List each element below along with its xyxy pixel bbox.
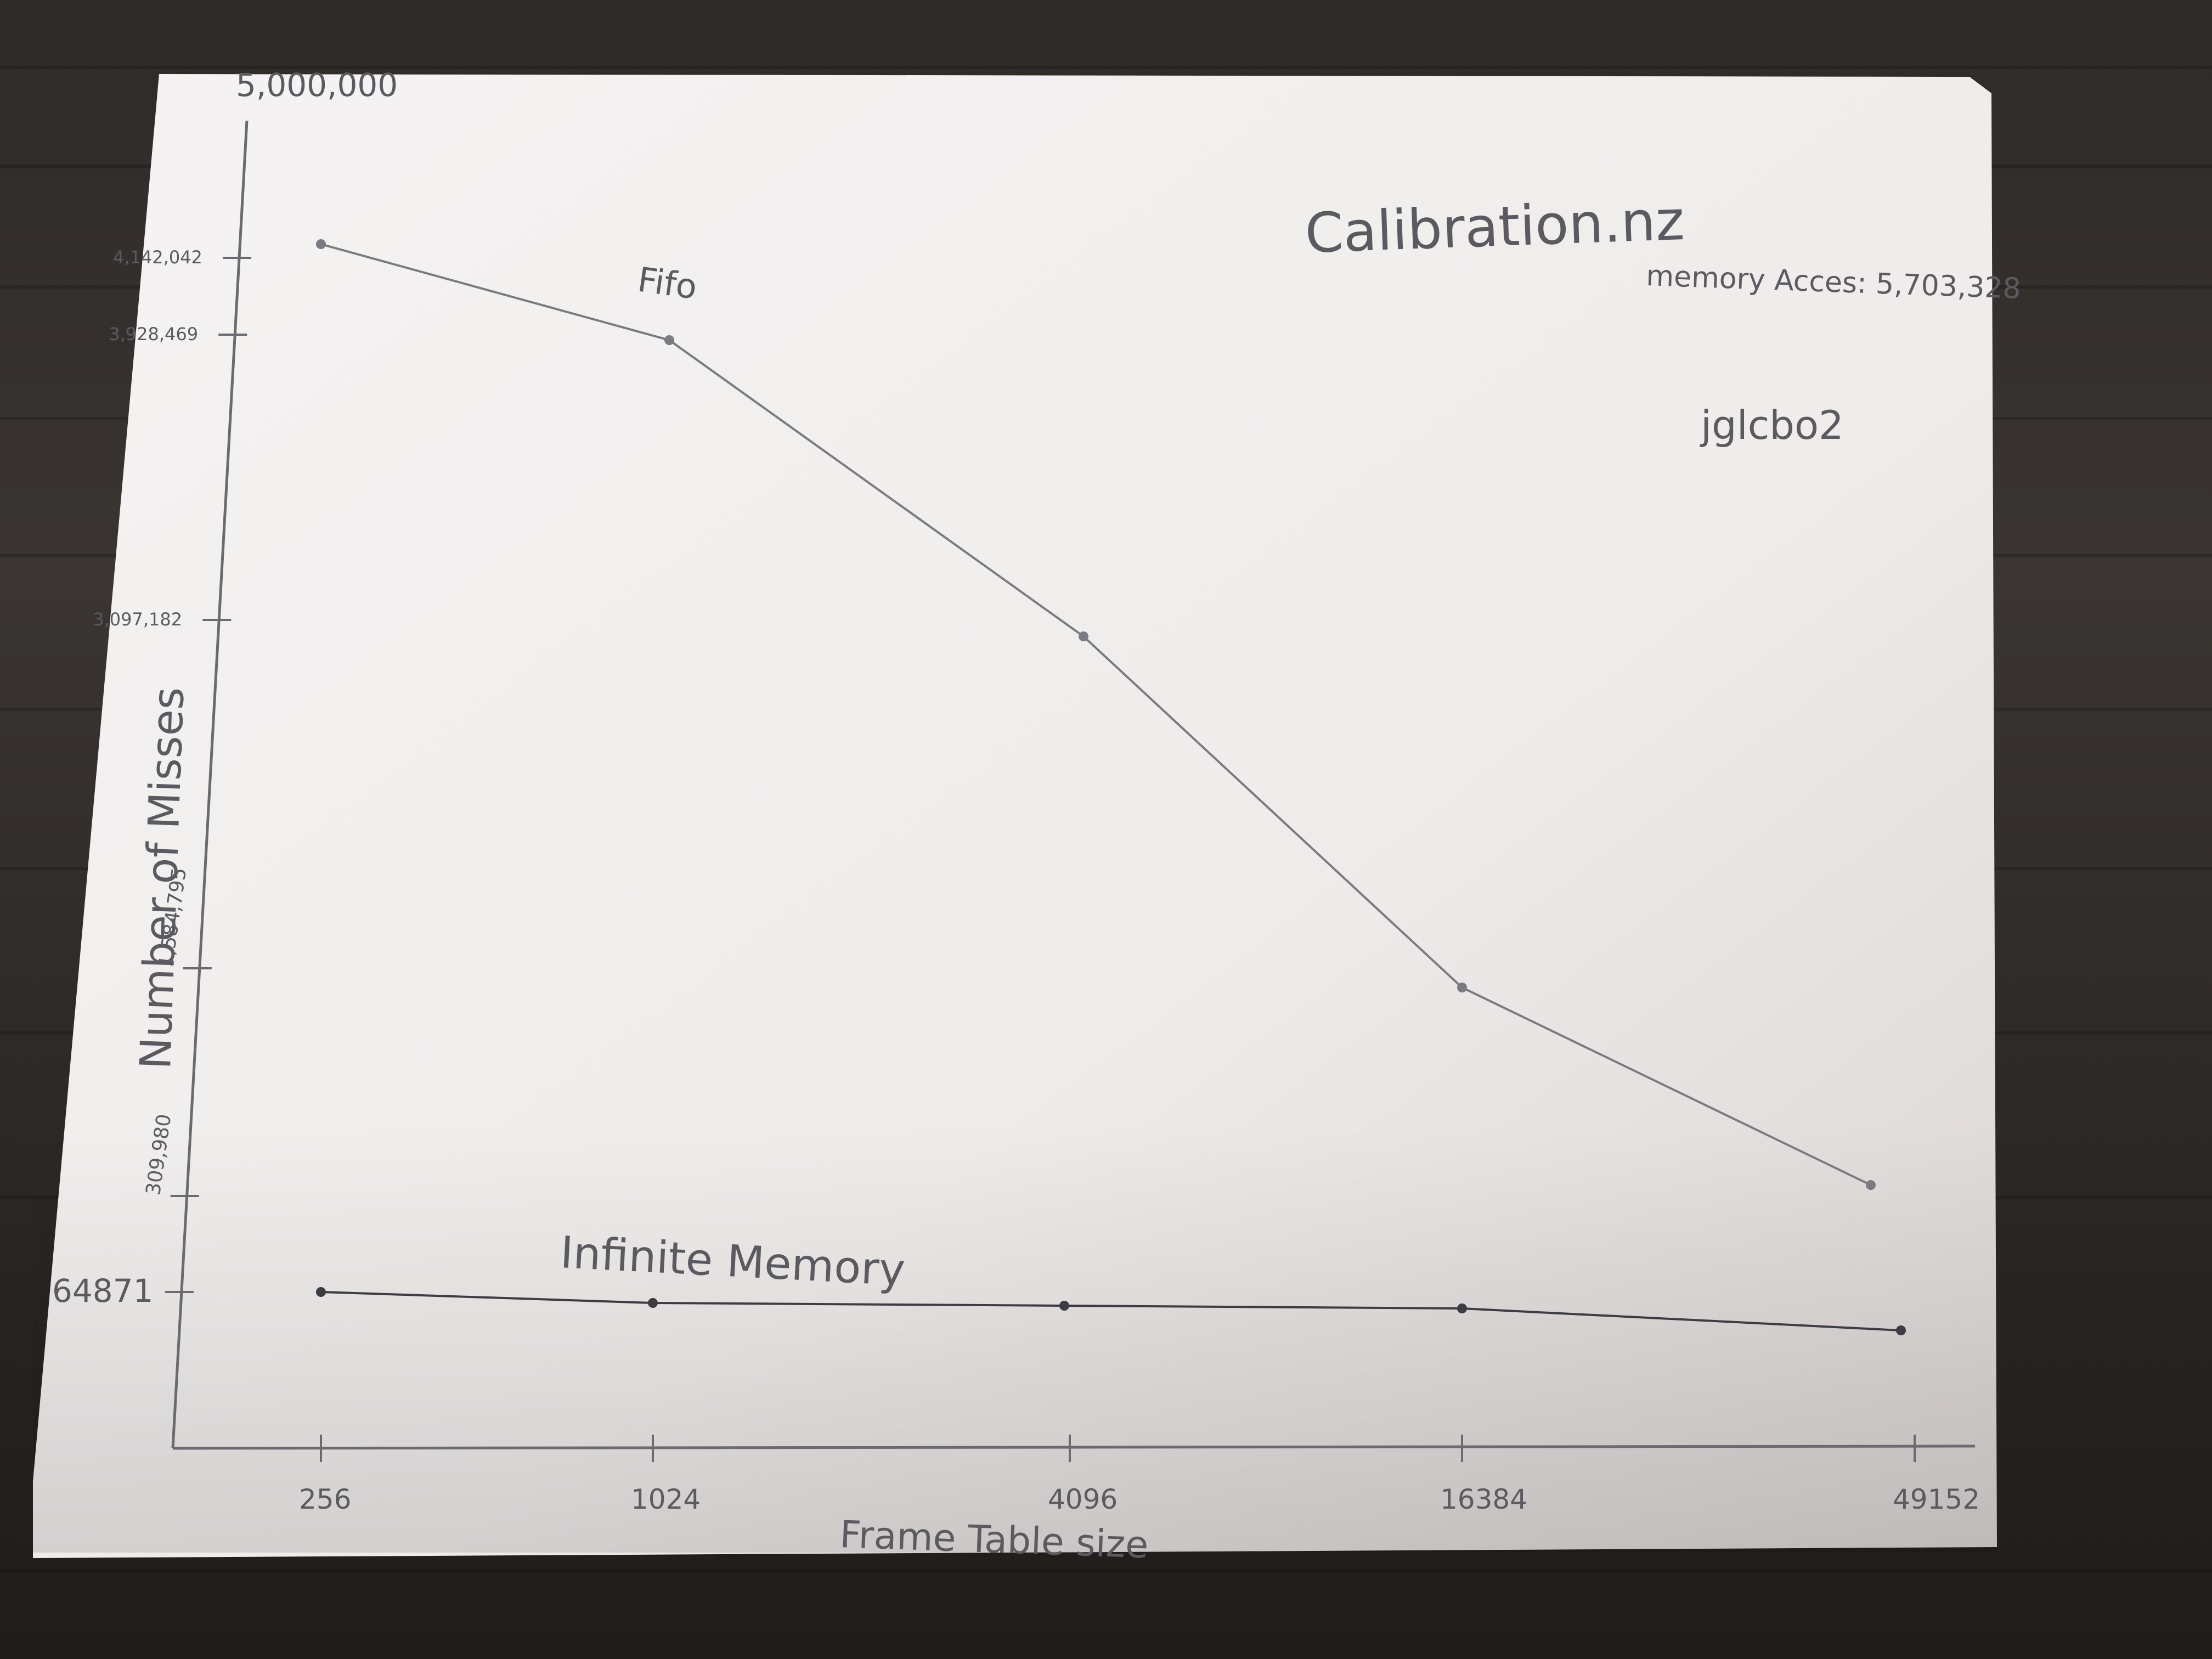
y-axis xyxy=(171,120,249,1449)
y-tick-label: 3,928,469 xyxy=(109,324,198,345)
data-point xyxy=(1457,983,1467,992)
y-tick-label: 4,142,042 xyxy=(113,247,202,268)
axes xyxy=(171,120,1976,1450)
y-ticks: 5,000,0004,142,0423,928,4693,097,1821,58… xyxy=(52,66,398,1310)
x-tick-label: 49152 xyxy=(1893,1483,1980,1515)
data-point xyxy=(316,1287,326,1297)
x-ticks: 256 1024 4096 16384 49152 xyxy=(299,1435,1980,1515)
y-tick-label: 5,000,000 xyxy=(236,66,398,104)
x-tick-label: 1024 xyxy=(631,1483,701,1515)
x-tick-label: 16384 xyxy=(1440,1483,1527,1515)
y-tick-label: 64871 xyxy=(52,1272,154,1310)
data-point xyxy=(316,239,326,249)
data-point xyxy=(1059,1301,1069,1311)
paper-shadow xyxy=(33,1125,1997,1553)
data-point xyxy=(648,1298,658,1308)
data-point xyxy=(1866,1180,1876,1190)
x-axis-label: Frame Table size xyxy=(839,1513,1149,1567)
author-id: jglcbo2 xyxy=(1700,402,1844,448)
x-tick-label: 4096 xyxy=(1048,1483,1118,1515)
x-tick-label: 256 xyxy=(299,1483,351,1515)
series-label: Fifo xyxy=(635,259,699,307)
data-point xyxy=(1896,1325,1906,1335)
x-axis xyxy=(172,1444,1976,1450)
data-point xyxy=(664,335,674,345)
chart-title: Calibration.nz xyxy=(1304,188,1685,266)
y-tick-label: 3,097,182 xyxy=(93,609,182,630)
data-point xyxy=(1079,631,1088,641)
data-point xyxy=(1457,1304,1467,1313)
